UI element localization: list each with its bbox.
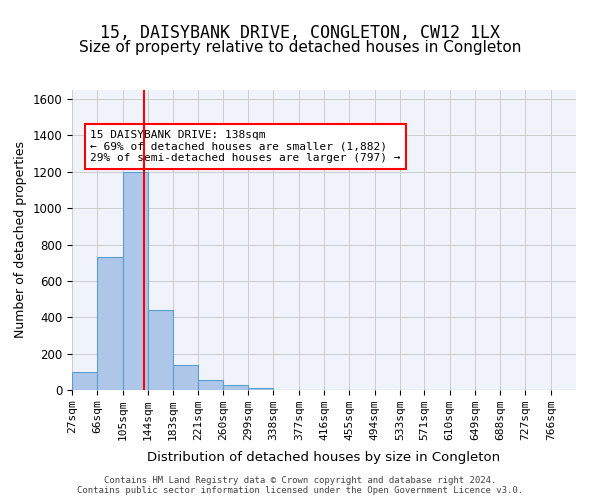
Bar xyxy=(197,380,223,390)
Bar xyxy=(148,310,173,390)
Bar xyxy=(223,386,248,390)
Text: 15 DAISYBANK DRIVE: 138sqm
← 69% of detached houses are smaller (1,882)
29% of s: 15 DAISYBANK DRIVE: 138sqm ← 69% of deta… xyxy=(90,130,401,163)
Y-axis label: Number of detached properties: Number of detached properties xyxy=(14,142,27,338)
Bar xyxy=(72,372,97,390)
X-axis label: Distribution of detached houses by size in Congleton: Distribution of detached houses by size … xyxy=(148,452,500,464)
Bar xyxy=(248,388,274,390)
Text: 15, DAISYBANK DRIVE, CONGLETON, CW12 1LX: 15, DAISYBANK DRIVE, CONGLETON, CW12 1LX xyxy=(100,24,500,42)
Text: Size of property relative to detached houses in Congleton: Size of property relative to detached ho… xyxy=(79,40,521,55)
Bar xyxy=(97,258,122,390)
Text: Contains HM Land Registry data © Crown copyright and database right 2024.
Contai: Contains HM Land Registry data © Crown c… xyxy=(77,476,523,495)
Bar xyxy=(122,172,148,390)
Bar xyxy=(173,364,197,390)
